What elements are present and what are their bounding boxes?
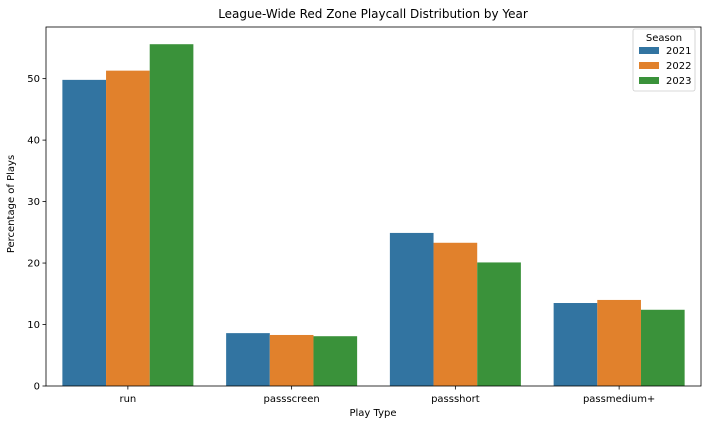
chart-title: League-Wide Red Zone Playcall Distributi… — [218, 7, 528, 21]
bar-run-2021 — [62, 79, 107, 387]
bars-layer — [62, 44, 685, 387]
legend-label-2021: 2021 — [666, 46, 691, 57]
bar-passmedium+-2021 — [553, 303, 598, 386]
y-tick-label: 20 — [27, 259, 40, 270]
legend-swatch-2021 — [639, 47, 659, 54]
x-tick-label-passshort: passshort — [431, 394, 480, 405]
legend-title: Season — [646, 33, 682, 44]
y-tick-label: 40 — [27, 136, 40, 147]
y-tick-label: 50 — [27, 74, 40, 85]
bar-passmedium+-2022 — [597, 299, 641, 386]
x-axis-label: Play Type — [349, 408, 396, 419]
x-tick-label-run: run — [119, 394, 136, 405]
bar-passmedium+-2023 — [640, 309, 685, 386]
y-tick-label: 10 — [27, 320, 40, 331]
legend-swatch-2022 — [639, 62, 659, 69]
plot-frame — [45, 26, 702, 387]
y-axis-label: Percentage of Plays — [6, 155, 17, 253]
bar-passshort-2023 — [477, 262, 521, 386]
bar-passshort-2022 — [433, 242, 478, 386]
legend-swatch-2023 — [639, 77, 659, 84]
bar-passscreen-2022 — [269, 334, 314, 386]
y-tick-label: 0 — [34, 382, 40, 393]
bar-run-2023 — [149, 44, 194, 387]
y-tick-label: 30 — [27, 197, 40, 208]
legend: Season 2021 2022 2023 — [632, 28, 696, 92]
bar-passscreen-2023 — [313, 336, 358, 386]
bar-passscreen-2021 — [226, 333, 270, 386]
x-tick-label-passscreen: passscreen — [264, 394, 320, 405]
legend-label-2023: 2023 — [666, 76, 691, 87]
bar-passshort-2021 — [389, 232, 434, 386]
legend-label-2022: 2022 — [666, 61, 691, 72]
bar-run-2022 — [106, 70, 150, 387]
legend-box — [632, 28, 696, 92]
x-tick-label-passmedium+: passmedium+ — [583, 394, 655, 405]
axes-layer: 0 10 20 30 40 50 run passscreen passshort passmed… — [27, 26, 702, 405]
